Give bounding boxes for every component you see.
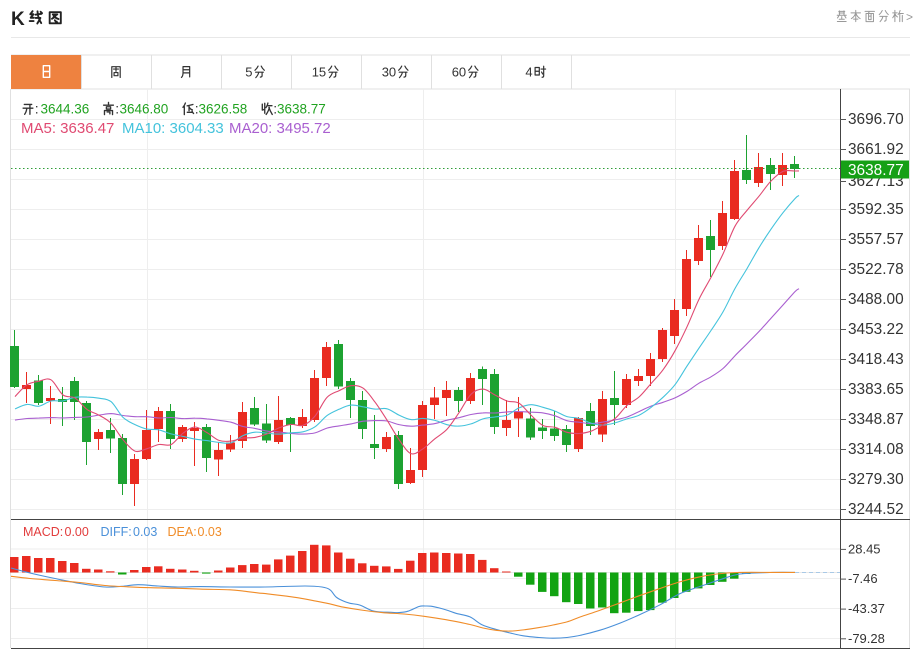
svg-text:3646.80: 3646.80 <box>120 102 169 117</box>
svg-text:3522.78: 3522.78 <box>848 261 904 278</box>
svg-text:MA5: 3636.47: MA5: 3636.47 <box>21 120 114 137</box>
svg-text:DIFF:: DIFF: <box>101 525 132 539</box>
svg-text::: : <box>35 101 39 117</box>
svg-text:3418.43: 3418.43 <box>848 351 904 368</box>
svg-text:28.45: 28.45 <box>848 541 881 556</box>
svg-text:3661.92: 3661.92 <box>848 141 904 158</box>
svg-text:3626.58: 3626.58 <box>199 102 248 117</box>
svg-text:3638.77: 3638.77 <box>277 102 326 117</box>
svg-text:4: 4 <box>525 65 532 80</box>
svg-text:3453.22: 3453.22 <box>848 321 904 338</box>
svg-text:3314.08: 3314.08 <box>848 441 904 458</box>
svg-text:3696.70: 3696.70 <box>848 111 904 128</box>
svg-text:3638.77: 3638.77 <box>848 162 904 179</box>
svg-text:-79.28: -79.28 <box>848 631 885 646</box>
svg-text:0.03: 0.03 <box>133 525 157 539</box>
svg-text:3644.36: 3644.36 <box>41 102 90 117</box>
svg-text::: : <box>195 101 199 117</box>
svg-text:MA20: 3495.72: MA20: 3495.72 <box>229 120 331 137</box>
svg-text:3279.30: 3279.30 <box>848 471 904 488</box>
svg-text:15: 15 <box>312 65 326 80</box>
svg-text:MA10: 3604.33: MA10: 3604.33 <box>122 120 224 137</box>
svg-text:3557.57: 3557.57 <box>848 231 904 248</box>
svg-text:-7.46: -7.46 <box>848 571 878 586</box>
svg-text:30: 30 <box>382 65 396 80</box>
svg-text:3488.00: 3488.00 <box>848 291 904 308</box>
svg-text:0.03: 0.03 <box>198 525 222 539</box>
svg-text::: : <box>115 101 119 117</box>
svg-text:0.00: 0.00 <box>65 525 89 539</box>
svg-text:DEA:: DEA: <box>168 525 197 539</box>
svg-text:3244.52: 3244.52 <box>848 501 904 518</box>
svg-text:K: K <box>11 9 25 30</box>
svg-text::: : <box>273 101 277 117</box>
svg-text:3592.35: 3592.35 <box>848 201 904 218</box>
svg-text:>: > <box>906 10 913 24</box>
svg-text:3383.65: 3383.65 <box>848 381 904 398</box>
svg-text:60: 60 <box>452 65 466 80</box>
svg-text:-43.37: -43.37 <box>848 601 885 616</box>
svg-text:5: 5 <box>245 65 252 80</box>
svg-text:MACD:: MACD: <box>23 525 63 539</box>
svg-text:3348.87: 3348.87 <box>848 411 904 428</box>
